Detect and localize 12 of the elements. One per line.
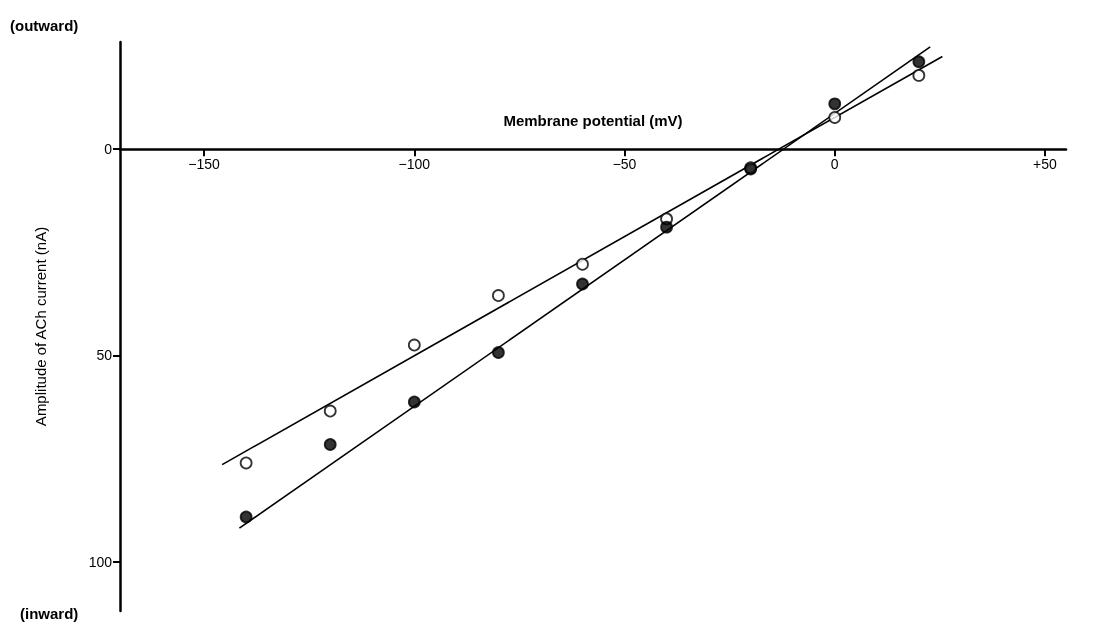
- x-tick-label: −50: [612, 156, 637, 172]
- x-axis-title: Membrane potential (mV): [503, 112, 683, 129]
- text: (outward): [10, 17, 79, 34]
- y-axis-title: Amplitude of ACh current (nA): [32, 226, 49, 427]
- x-tick-label: +50: [1033, 156, 1058, 172]
- x-tick-label: −150: [188, 156, 221, 172]
- text: (inward): [20, 605, 79, 622]
- y-tick-label: 50: [96, 347, 113, 364]
- y-tick-label: 100: [88, 553, 113, 570]
- x-tick-label: −100: [398, 156, 431, 172]
- y-tick-label: 0: [104, 141, 113, 158]
- x-tick-label: 0: [830, 156, 839, 172]
